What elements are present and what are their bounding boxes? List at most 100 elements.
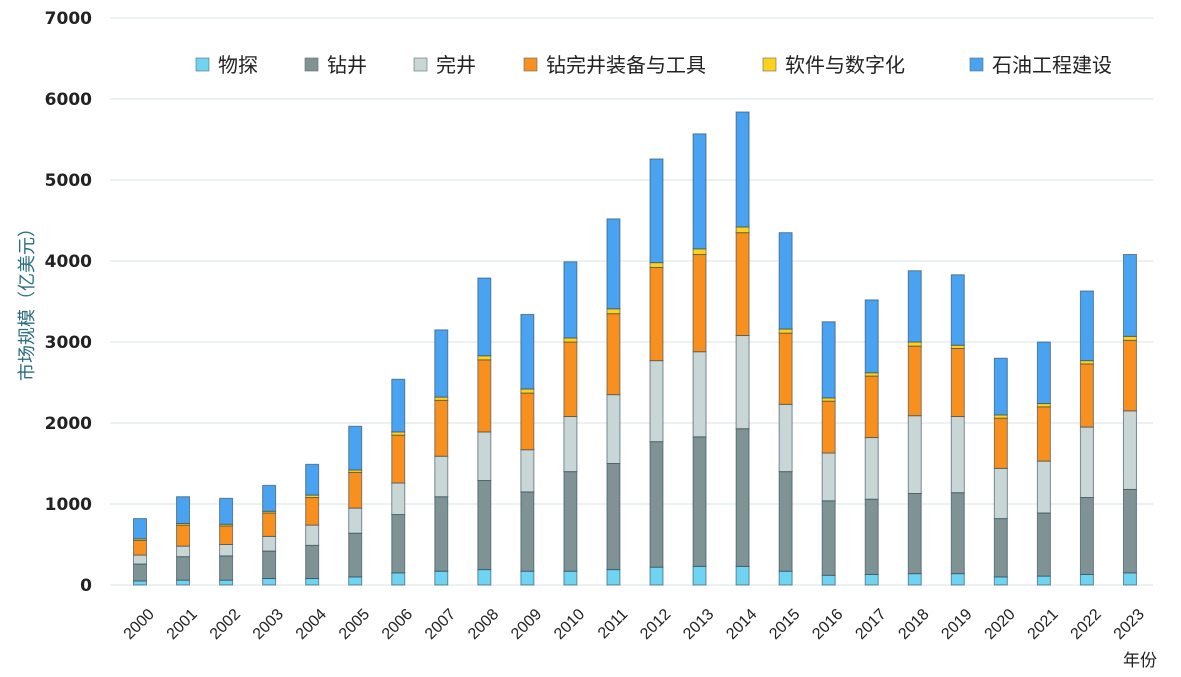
- bar-segment: [176, 579, 191, 586]
- bar-segment: [1036, 575, 1051, 586]
- x-axis-ticks: 2000 2001 2002 2003 2004 2005 2006 2007 2008 2009…: [121, 606, 1148, 643]
- y-tick-label: 2000: [45, 414, 92, 434]
- bar-segment: [606, 313, 621, 396]
- bar-segment: [778, 403, 793, 473]
- bar-segment: [262, 535, 277, 552]
- bar-stack-2010: [563, 261, 578, 586]
- x-axis-label: 年份: [1123, 651, 1157, 671]
- bar-segment: [821, 574, 836, 586]
- bar-stack-2012: [649, 158, 664, 586]
- x-tick-label: 2003: [250, 606, 287, 643]
- bar-segment: [434, 329, 449, 398]
- bar-segment: [348, 507, 363, 534]
- bar-stack-2014: [735, 111, 750, 586]
- x-tick-label: 2014: [723, 606, 760, 643]
- bar-segment: [649, 158, 664, 264]
- bar-segment: [606, 394, 621, 464]
- bar-segment: [305, 578, 320, 586]
- bar-segment: [649, 441, 664, 568]
- bar-segment: [434, 399, 449, 457]
- legend-swatch: [413, 57, 428, 72]
- bar-segment: [219, 555, 234, 581]
- x-tick-label: 2012: [637, 606, 674, 643]
- bar-segment: [391, 572, 406, 586]
- bar-segment: [778, 332, 793, 405]
- bar-segment: [1036, 512, 1051, 577]
- y-tick-label: 0: [80, 576, 92, 596]
- bar-segment: [864, 498, 879, 575]
- bar-segment: [176, 556, 191, 581]
- bar-segment: [821, 500, 836, 576]
- bar-segment: [1122, 488, 1137, 574]
- x-tick-label: 2011: [595, 606, 631, 642]
- bar-segment: [563, 416, 578, 473]
- bar-segment: [606, 569, 621, 586]
- bars: [133, 111, 1137, 586]
- y-tick-label: 7000: [45, 9, 92, 29]
- bar-segment: [262, 550, 277, 580]
- bar-segment: [864, 437, 879, 500]
- bar-segment: [391, 514, 406, 574]
- bar-segment: [520, 392, 535, 451]
- bar-segment: [1079, 290, 1094, 362]
- bar-segment: [1122, 254, 1137, 337]
- x-tick-label: 2022: [1068, 606, 1105, 643]
- bar-segment: [692, 436, 707, 567]
- bar-stack-2017: [864, 299, 879, 586]
- bar-segment: [864, 375, 879, 439]
- bar-segment: [735, 335, 750, 430]
- bar-segment: [262, 512, 277, 537]
- bar-stack-2001: [176, 496, 191, 586]
- bar-segment: [1122, 572, 1137, 586]
- bar-segment: [778, 471, 793, 572]
- bar-segment: [434, 496, 449, 572]
- y-tick-label: 3000: [45, 333, 92, 353]
- bar-stack-2021: [1036, 341, 1051, 586]
- bar-segment: [391, 378, 406, 433]
- x-tick-label: 2001: [164, 606, 201, 643]
- bar-segment: [735, 232, 750, 337]
- legend-item: 钻完井装备与工具: [523, 53, 706, 77]
- bar-segment: [821, 452, 836, 502]
- bar-segment: [864, 573, 879, 586]
- legend-swatch: [969, 57, 984, 72]
- bar-segment: [262, 578, 277, 586]
- legend-item: 物探: [195, 53, 258, 77]
- bar-segment: [821, 400, 836, 454]
- bar-stack-2015: [778, 232, 793, 586]
- bar-segment: [477, 569, 492, 586]
- bar-segment: [348, 425, 363, 471]
- bar-segment: [520, 491, 535, 572]
- bar-segment: [520, 449, 535, 493]
- x-tick-label: 2015: [766, 606, 803, 643]
- bar-stack-2023: [1122, 254, 1137, 586]
- bar-segment: [692, 254, 707, 353]
- bar-stack-2018: [907, 270, 922, 586]
- bar-segment: [778, 232, 793, 330]
- bar-segment: [649, 266, 664, 362]
- bar-segment: [563, 471, 578, 572]
- legend-swatch: [523, 57, 538, 72]
- bar-segment: [477, 431, 492, 482]
- bar-segment: [1079, 497, 1094, 575]
- bar-stack-2013: [692, 133, 707, 586]
- bar-segment: [520, 313, 535, 390]
- bar-segment: [735, 428, 750, 567]
- bar-segment: [1079, 363, 1094, 428]
- bar-segment: [907, 415, 922, 494]
- bar-segment: [864, 299, 879, 374]
- bar-segment: [133, 539, 147, 556]
- bar-segment: [1079, 573, 1094, 586]
- x-tick-label: 2006: [379, 606, 416, 643]
- bar-segment: [563, 337, 578, 343]
- legend-item: 软件与数字化: [762, 53, 905, 77]
- bar-segment: [305, 524, 320, 546]
- x-tick-label: 2005: [336, 606, 373, 643]
- bar-segment: [219, 579, 234, 586]
- bar-segment: [649, 360, 664, 443]
- bar-segment: [1036, 406, 1051, 462]
- x-tick-label: 2002: [207, 606, 244, 643]
- bar-stack-2008: [477, 277, 492, 586]
- bar-segment: [262, 484, 277, 512]
